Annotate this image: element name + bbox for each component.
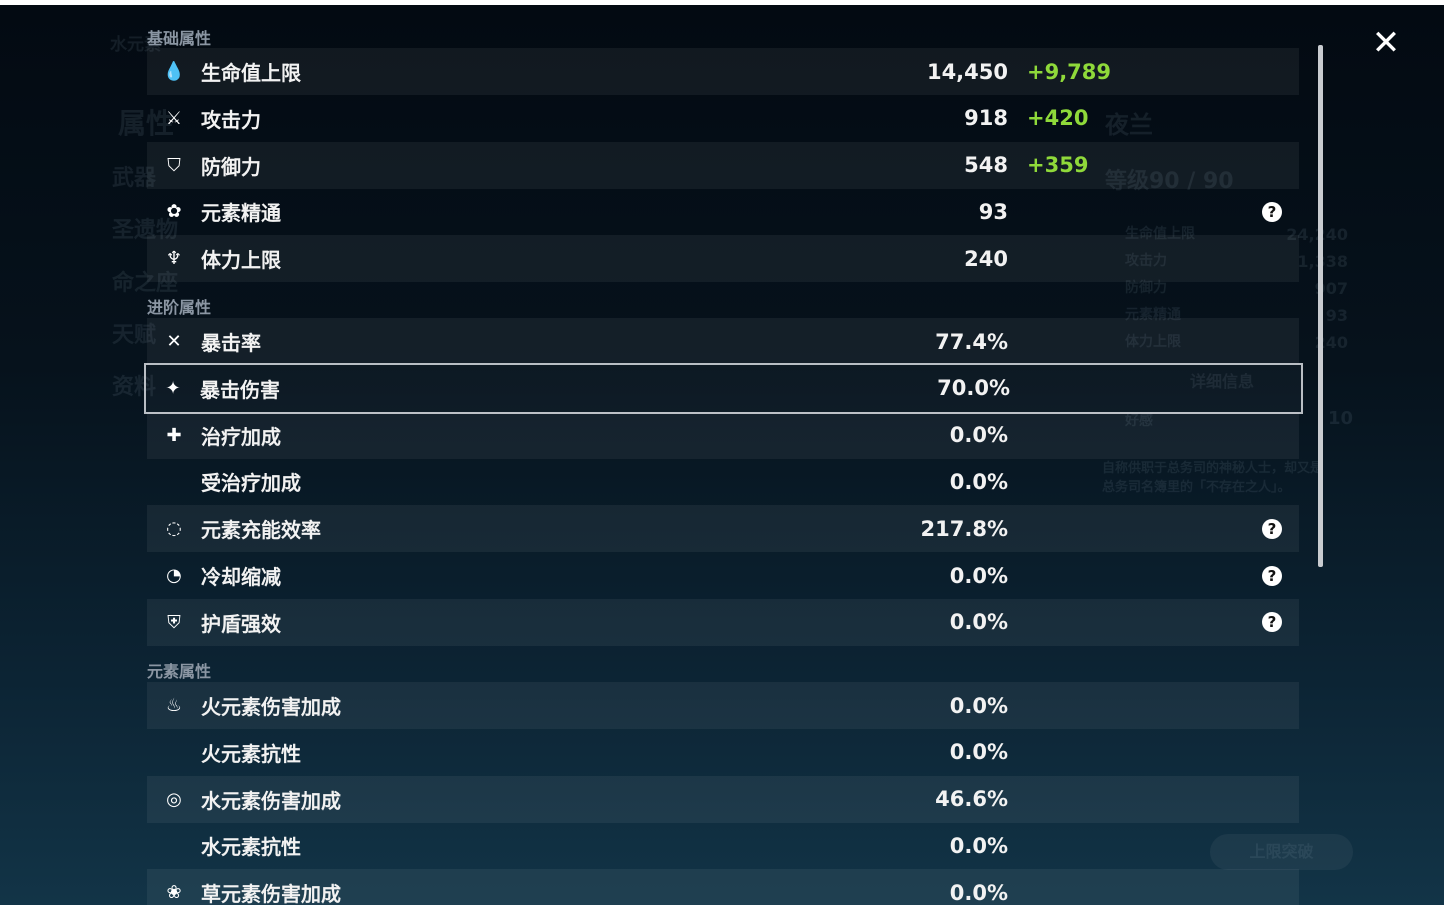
stat-value: 0.0% bbox=[949, 880, 1008, 905]
healing-cross-icon: ✚ bbox=[166, 424, 182, 446]
stat-label: 暴击伤害 bbox=[200, 377, 280, 402]
friendship-label: 好感 bbox=[1125, 413, 1153, 429]
stat-value: 217.8% bbox=[920, 516, 1008, 541]
stat-bonus: +9,789 bbox=[1027, 59, 1112, 84]
stat-value: 70.0% bbox=[937, 376, 1010, 401]
stat-value: 0.0% bbox=[949, 563, 1008, 588]
shield-strength-icon: ⛨ bbox=[167, 611, 181, 633]
stat-row[interactable]: 水元素抗性 0.0% bbox=[147, 822, 1299, 869]
stat-label: 护盾强效 bbox=[201, 611, 281, 636]
stat-value: 77.4% bbox=[935, 329, 1008, 354]
stat-label: 水元素伤害加成 bbox=[201, 788, 341, 813]
character-level: 等级90 / 90 bbox=[1105, 169, 1234, 194]
stat-row[interactable]: 💧 生命值上限 14,450 +9,789 bbox=[147, 48, 1299, 95]
stat-label: 受治疗加成 bbox=[201, 471, 301, 496]
stat-label: 火元素伤害加成 bbox=[201, 695, 341, 719]
stat-label: 防御力 bbox=[201, 154, 261, 179]
stat-row[interactable]: ◔ 冷却缩减 0.0%? bbox=[147, 552, 1299, 599]
stat-value: 14,450 bbox=[926, 59, 1008, 84]
stat-row[interactable]: ◎ 水元素伤害加成 46.6% bbox=[147, 775, 1299, 823]
stat-value: 0.0% bbox=[949, 423, 1008, 448]
bg-stat-labels: 生命值上限 攻击力 防御力 元素精通 体力上限 bbox=[1125, 226, 1195, 350]
stat-label: 冷却缩减 bbox=[201, 565, 281, 589]
stat-label: 治疗加成 bbox=[201, 424, 281, 449]
stat-value: 0.0% bbox=[949, 693, 1008, 718]
crit-rate-icon: ✕ bbox=[166, 331, 182, 352]
energy-recharge-icon: ◌ bbox=[166, 518, 182, 540]
stat-value: 0.0% bbox=[949, 833, 1008, 858]
hydro-icon: ◎ bbox=[166, 788, 182, 810]
dendro-icon: ❀ bbox=[166, 882, 182, 904]
stat-label: 暴击率 bbox=[201, 331, 261, 355]
menu-weapon[interactable]: 武器 bbox=[112, 166, 157, 191]
stat-row[interactable]: ⛨ 护盾强效 0.0%? bbox=[147, 598, 1299, 646]
stat-value: 0.0% bbox=[949, 740, 1008, 765]
stat-bonus: +420 bbox=[1027, 106, 1089, 131]
shield-icon: ⛉ bbox=[167, 154, 181, 176]
section-title: 进阶属性 bbox=[147, 298, 212, 317]
stat-value: 918 bbox=[964, 106, 1008, 131]
stat-label: 攻击力 bbox=[201, 107, 261, 132]
scrollbar[interactable] bbox=[1318, 45, 1323, 567]
friendship-value: 10 bbox=[1328, 408, 1354, 429]
section-title: 基础属性 bbox=[147, 29, 212, 48]
help-icon[interactable]: ? bbox=[1262, 565, 1282, 586]
cooldown-icon: ◔ bbox=[166, 565, 182, 586]
element-label: 水元素 bbox=[110, 35, 161, 55]
close-button[interactable]: ✕ bbox=[1371, 23, 1401, 63]
stat-row[interactable]: ⚔ 攻击力 918 +420 bbox=[147, 95, 1299, 142]
character-name: 夜兰 bbox=[1105, 111, 1153, 139]
stat-label: 水元素抗性 bbox=[201, 835, 301, 860]
stat-value: 46.6% bbox=[935, 787, 1008, 812]
stat-row[interactable]: 受治疗加成 0.0% bbox=[147, 458, 1299, 505]
stat-value: 93 bbox=[978, 199, 1008, 224]
menu-constellation[interactable]: 命之座 bbox=[112, 271, 179, 296]
details-button[interactable]: 详细信息 bbox=[1190, 372, 1255, 391]
pyro-icon: ♨ bbox=[165, 695, 183, 716]
stat-label: 元素精通 bbox=[201, 201, 281, 226]
character-description: 自称供职于总务司的神秘人士，却又是总务司名簿里的「不存在之人」。 bbox=[1102, 461, 1324, 495]
stat-label: 火元素抗性 bbox=[201, 741, 301, 766]
stat-value: 0.0% bbox=[949, 469, 1008, 494]
stat-row[interactable]: ◌ 元素充能效率 217.8%? bbox=[147, 505, 1299, 553]
stat-bonus: +359 bbox=[1027, 153, 1089, 178]
menu-talents[interactable]: 天赋 bbox=[112, 323, 157, 348]
stat-row[interactable]: 火元素抗性 0.0% bbox=[147, 729, 1299, 776]
menu-artifacts[interactable]: 圣遗物 bbox=[112, 218, 179, 243]
crit-dmg-icon: ✦ bbox=[165, 377, 181, 399]
stat-row[interactable]: ✦ 暴击伤害 70.0% bbox=[144, 362, 1303, 414]
character-stats-screen: 水元素 属性 武器 圣遗物 命之座 天赋 资料 夜兰 等级90 / 90 生命值… bbox=[0, 5, 1444, 905]
stat-value: 0.0% bbox=[949, 610, 1008, 635]
menu-attributes[interactable]: 属性 bbox=[118, 107, 175, 140]
stat-row[interactable]: ♆ 体力上限 240 bbox=[147, 235, 1299, 283]
stat-row[interactable]: ✚ 治疗加成 0.0% bbox=[147, 411, 1299, 459]
stat-row[interactable]: ⛉ 防御力 548 +359 bbox=[147, 141, 1299, 189]
sword-icon: ⚔ bbox=[165, 107, 183, 129]
help-icon[interactable]: ? bbox=[1262, 612, 1282, 633]
stat-row[interactable]: ❀ 草元素伤害加成 0.0% bbox=[147, 869, 1299, 905]
stat-value: 548 bbox=[964, 153, 1008, 178]
stat-row[interactable]: ✕ 暴击率 77.4% bbox=[147, 318, 1299, 365]
stat-label: 元素充能效率 bbox=[201, 518, 321, 543]
stat-value: 240 bbox=[964, 246, 1008, 271]
help-icon[interactable]: ? bbox=[1262, 518, 1282, 539]
help-icon[interactable]: ? bbox=[1262, 201, 1282, 222]
stat-label: 生命值上限 bbox=[201, 61, 301, 85]
stat-label: 草元素伤害加成 bbox=[201, 882, 341, 905]
section-title: 元素属性 bbox=[147, 662, 212, 681]
ascend-button[interactable]: 上限突破 bbox=[1210, 834, 1353, 870]
hp-drop-icon: 💧 bbox=[162, 61, 186, 82]
stat-label: 体力上限 bbox=[201, 248, 281, 273]
stat-row[interactable]: ♨ 火元素伤害加成 0.0% bbox=[147, 682, 1299, 729]
menu-profile[interactable]: 资料 bbox=[112, 375, 157, 400]
elemental-mastery-icon: ✿ bbox=[166, 201, 182, 223]
stamina-icon: ♆ bbox=[165, 248, 183, 270]
stat-row[interactable]: ✿ 元素精通 93? bbox=[147, 188, 1299, 235]
